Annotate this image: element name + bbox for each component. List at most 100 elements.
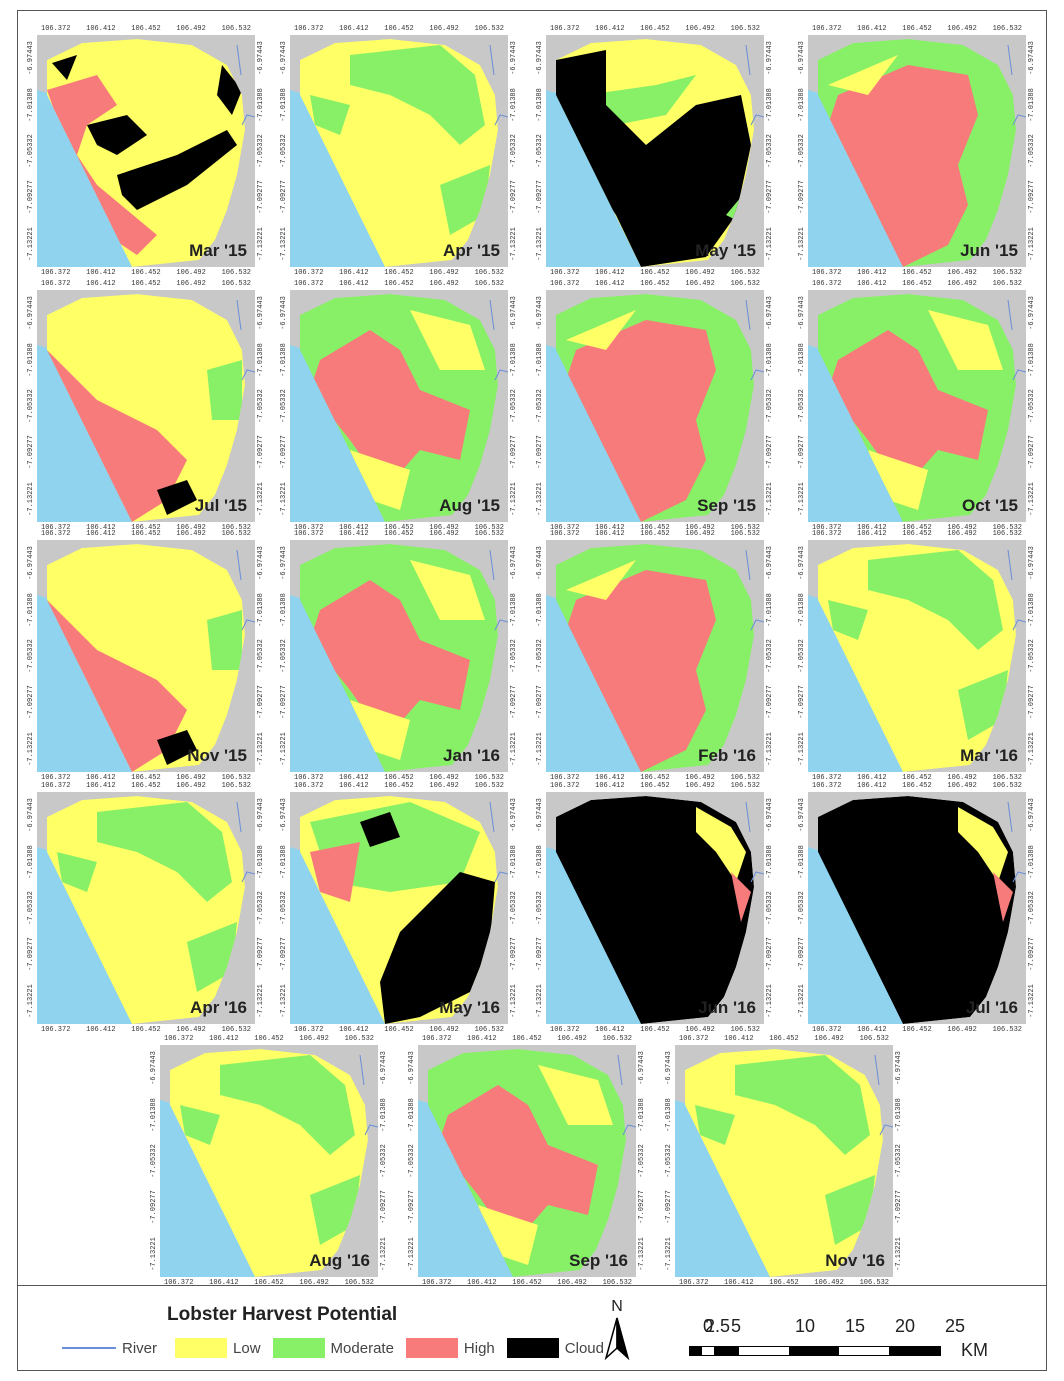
harvest-zone: [350, 450, 410, 510]
lon-tick: 106.412: [86, 774, 116, 782]
lon-tick: 106.452: [640, 269, 670, 277]
lon-ticks-bottom: 106.372 106.412 106.452 106.492 106.532: [675, 1279, 893, 1287]
harvest-zone: [735, 1055, 870, 1155]
lon-tick: 106.452: [384, 25, 414, 33]
lat-tick: -7.05332: [766, 134, 775, 168]
harvest-zone: [117, 130, 237, 210]
lat-tick: -7.13221: [798, 731, 807, 766]
lat-tick: -7.13221: [280, 481, 289, 516]
map-panel-graphic: [37, 290, 255, 522]
lat-ticks-right: -6.97443 -7.01388 -7.05332 -7.09277 -7.13221: [765, 540, 775, 772]
lat-tick: -7.09277: [257, 937, 266, 972]
lat-tick: -7.13221: [257, 481, 266, 516]
lat-tick: -7.05332: [27, 639, 36, 673]
river-line: [1007, 299, 1026, 381]
lon-tick: 106.372: [294, 530, 324, 538]
harvest-zone: [566, 570, 716, 772]
lon-tick: 106.532: [992, 269, 1022, 277]
lat-tick: -7.13221: [536, 731, 545, 766]
lon-tick: 106.492: [947, 269, 977, 277]
harvest-zone: [538, 1065, 613, 1125]
harvest-zone: [695, 1105, 735, 1145]
lon-tick: 106.492: [176, 1026, 206, 1034]
lat-tick: -7.09277: [798, 937, 807, 972]
lon-tick: 106.532: [730, 774, 760, 782]
lon-tick: 106.452: [131, 774, 161, 782]
lon-ticks-top: 106.372 106.412 106.452 106.492 106.532: [808, 530, 1026, 538]
map-panel-graphic: [37, 792, 255, 1024]
lon-tick: 106.492: [947, 1026, 977, 1034]
lon-ticks-top: 106.372 106.412 106.452 106.492 106.532: [546, 530, 764, 538]
lat-tick: -6.97443: [27, 546, 36, 580]
lon-ticks-bottom: 106.372 106.412 106.452 106.492 106.532: [160, 1279, 378, 1287]
lon-tick: 106.492: [299, 1279, 329, 1287]
lon-tick: 106.452: [640, 280, 670, 288]
panel-label: May '16: [439, 998, 500, 1017]
harvest-zone: [47, 75, 157, 255]
lon-ticks-top: 106.372 106.412 106.452 106.492 106.532: [546, 782, 764, 790]
lat-tick: -7.09277: [536, 435, 545, 470]
lon-tick: 106.372: [41, 1026, 71, 1034]
lon-tick: 106.372: [41, 524, 71, 532]
lat-tick: -6.97443: [280, 798, 289, 832]
river-line: [745, 549, 764, 631]
sea-area: [37, 595, 132, 772]
lon-tick: 106.372: [41, 774, 71, 782]
lat-tick: -7.05332: [1028, 389, 1037, 423]
lon-tick: 106.412: [595, 782, 625, 790]
lon-tick: 106.372: [812, 25, 842, 33]
harvest-zone: [157, 730, 197, 765]
lon-tick: 106.412: [86, 530, 116, 538]
lon-tick: 106.532: [602, 1279, 632, 1287]
lat-tick: -6.97443: [27, 798, 36, 832]
lon-ticks-top: 106.372 106.412 106.452 106.492 106.532: [37, 280, 255, 288]
lon-tick: 106.412: [339, 1026, 369, 1034]
sea-area: [418, 1100, 513, 1277]
lon-tick: 106.452: [769, 1035, 799, 1043]
panel-label: Mar '16: [960, 746, 1018, 765]
lon-tick: 106.532: [730, 530, 760, 538]
river-line: [236, 299, 255, 381]
lon-tick: 106.492: [176, 269, 206, 277]
lat-ticks-left: -6.97443 -7.01388 -7.05332 -7.09277 -7.13221: [797, 792, 807, 1024]
lat-tick: -7.09277: [1028, 435, 1037, 470]
lon-tick: 106.452: [384, 1026, 414, 1034]
lon-tick: 106.492: [685, 782, 715, 790]
lon-tick: 106.372: [812, 269, 842, 277]
lat-ticks-right: -6.97443 -7.01388 -7.05332 -7.09277 -7.13221: [509, 540, 519, 772]
lat-tick: -7.13221: [798, 226, 807, 261]
lat-tick: -6.97443: [536, 798, 545, 832]
legend-river-symbol: [62, 1347, 116, 1349]
lon-ticks-bottom: 106.372 106.412 106.452 106.492 106.532: [546, 524, 764, 532]
lat-tick: -7.09277: [280, 180, 289, 215]
lat-tick: -7.13221: [257, 731, 266, 766]
harvest-zone: [731, 872, 751, 922]
harvest-zone: [818, 796, 1016, 1024]
lon-tick: 106.372: [550, 269, 580, 277]
lat-tick: -7.05332: [510, 639, 519, 673]
lat-tick: -7.09277: [798, 685, 807, 720]
lon-tick: 106.492: [429, 774, 459, 782]
lat-tick: -7.13221: [257, 226, 266, 261]
lon-tick: 106.452: [131, 530, 161, 538]
lon-tick: 106.372: [550, 1026, 580, 1034]
scale-label: 0: [703, 1316, 714, 1336]
panel-label: Jul '15: [194, 496, 247, 515]
lon-tick: 106.412: [857, 280, 887, 288]
harvest-zone: [207, 610, 242, 670]
lon-tick: 106.532: [730, 269, 760, 277]
legend-item: Moderate: [272, 1338, 394, 1358]
lat-ticks-right: -6.97443 -7.01388 -7.05332 -7.09277 -7.13221: [637, 1045, 647, 1277]
sea-area: [808, 595, 903, 772]
lon-tick: 106.532: [221, 782, 251, 790]
lon-tick: 106.372: [294, 524, 324, 532]
lat-tick: -7.09277: [280, 435, 289, 470]
sea-area: [808, 90, 903, 267]
lat-tick: -7.09277: [27, 180, 36, 215]
lat-tick: -7.13221: [510, 481, 519, 516]
lon-tick: 106.532: [474, 269, 504, 277]
map-panel: 106.372 106.412 106.452 106.492 106.532 106.3…: [798, 782, 1036, 1034]
lat-tick: -6.97443: [1028, 798, 1037, 832]
lon-tick: 106.452: [384, 524, 414, 532]
lat-ticks-right: -6.97443 -7.01388 -7.05332 -7.09277 -7.13221: [894, 1045, 904, 1277]
